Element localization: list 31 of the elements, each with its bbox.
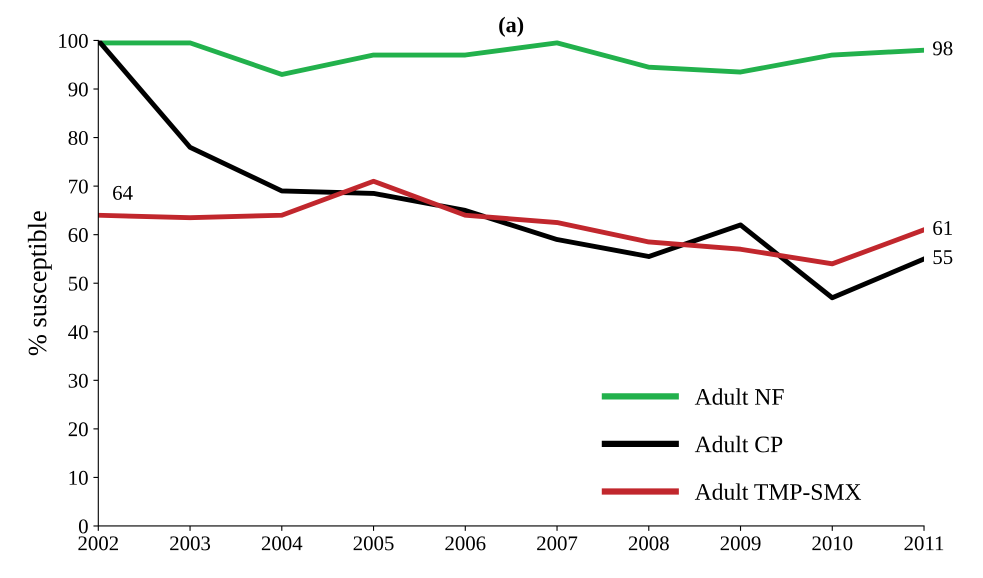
y-tick-label: 50 <box>68 276 88 291</box>
x-tick-label: 2005 <box>354 536 394 550</box>
x-tick-label: 2009 <box>720 536 761 550</box>
x-tick-label: 2002 <box>78 536 118 550</box>
x-tick-label: 2007 <box>537 536 578 550</box>
x-tick-label: 2011 <box>904 536 944 550</box>
y-tick-label: 30 <box>68 374 88 388</box>
data-label: 55 <box>934 250 952 264</box>
y-tick-label: 60 <box>68 228 88 242</box>
data-label: 98 <box>933 41 952 56</box>
x-tick-label: 2003 <box>170 536 210 550</box>
y-tick-label: 40 <box>68 325 88 340</box>
x-tick-label: 2004 <box>262 536 302 550</box>
legend-label: Adult TMP-SMX <box>694 483 862 500</box>
y-tick-label: 0 <box>78 519 88 534</box>
y-tick-label: 80 <box>68 130 88 145</box>
y-tick-label: 90 <box>68 82 88 96</box>
y-tick-label: 10 <box>70 470 88 485</box>
x-tick-label: 2010 <box>812 536 852 550</box>
y-axis-title: % susceptible <box>28 211 52 356</box>
data-label: 64 <box>113 186 133 200</box>
line-series <box>98 178 924 266</box>
chart-title: (a) <box>499 16 524 37</box>
legend-label: Adult NF <box>694 388 784 405</box>
y-tick-label: 20 <box>68 422 88 436</box>
data-label: 61 <box>933 221 952 236</box>
legend-label: Adult CP <box>694 436 782 452</box>
x-tick-label: 2006 <box>445 536 486 550</box>
y-tick-label: 100 <box>59 34 88 48</box>
x-tick-label: 2008 <box>628 536 669 550</box>
y-tick-label: 70 <box>69 179 88 194</box>
